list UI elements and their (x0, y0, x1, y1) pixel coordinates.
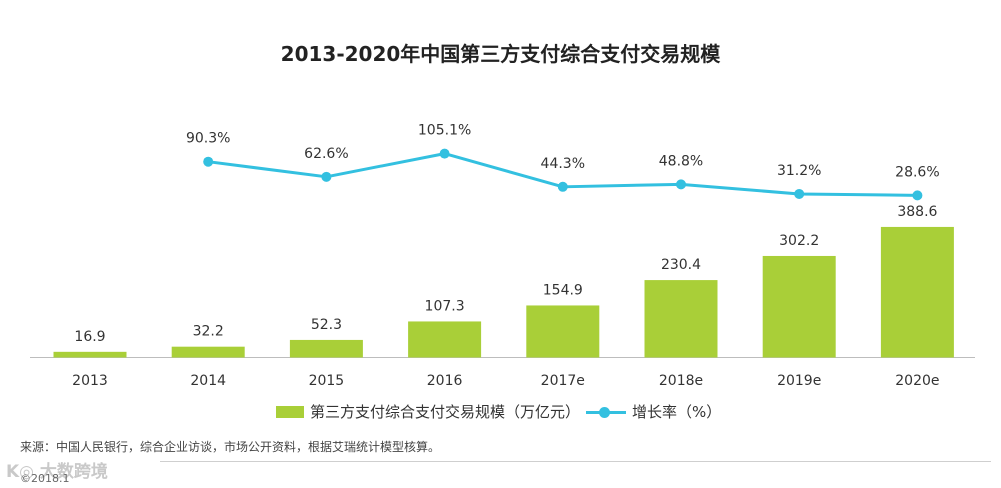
growth-label-2017e: 44.3% (541, 156, 585, 172)
growth-label-2018e: 48.8% (659, 153, 703, 169)
bar-2015 (289, 339, 363, 358)
x-tick-2017e: 2017e (541, 373, 585, 389)
legend-line-swatch (586, 406, 626, 418)
bar-2017e (526, 305, 600, 358)
growth-label-2015: 62.6% (304, 146, 348, 162)
watermark-logo: K◎ 大数跨境 (6, 462, 108, 482)
bar-2019e (762, 255, 836, 358)
bar-2018e (644, 280, 718, 358)
growth-point-2018e (676, 179, 686, 190)
bar-2020e (880, 226, 954, 358)
growth-point-2015 (321, 171, 332, 182)
bar-label-2014: 32.2 (193, 324, 224, 340)
legend-item-bar: 第三方支付综合支付交易规模（万亿元） (276, 401, 580, 422)
growth-point-2016 (439, 148, 450, 159)
bar-label-2016: 107.3 (425, 298, 465, 314)
bar-2014 (171, 346, 245, 358)
x-tick-2020e: 2020e (895, 373, 939, 389)
x-tick-2013: 2013 (72, 373, 108, 389)
growth-point-2017e (557, 181, 568, 192)
bar-label-2017e: 154.9 (543, 282, 583, 298)
growth-label-2016: 105.1% (418, 123, 471, 139)
x-tick-2019e: 2019e (777, 373, 821, 389)
copyright-text: ©2018.1 (20, 472, 70, 485)
x-tick-2018e: 2018e (659, 373, 703, 389)
bar-2016 (408, 321, 482, 358)
legend-bar-label: 第三方支付综合支付交易规模（万亿元） (310, 403, 581, 421)
legend-item-line: 增长率（%） (586, 401, 721, 422)
legend-bar-swatch (276, 405, 304, 418)
bar-label-2015: 52.3 (311, 317, 342, 333)
growth-point-2014 (203, 156, 214, 167)
bar-label-2020e: 388.6 (897, 204, 937, 220)
chart-title: 2013-2020年中国第三方支付综合支付交易规模 (280, 42, 721, 66)
x-tick-2014: 2014 (190, 373, 226, 389)
growth-label-2019e: 31.2% (777, 163, 821, 179)
source-note: 来源：中国人民银行，综合企业访谈，市场公开资料，根据艾瑞统计模型核算。 (20, 440, 441, 454)
bar-label-2013: 16.9 (74, 329, 105, 345)
growth-label-2014: 90.3% (186, 131, 230, 147)
growth-label-2020e: 28.6% (895, 164, 939, 180)
footer-divider (160, 461, 991, 462)
x-tick-2015: 2015 (309, 373, 345, 389)
bar-label-2019e: 302.2 (779, 233, 819, 249)
growth-point-2020e (912, 190, 923, 201)
legend-line-label: 增长率（%） (632, 403, 722, 421)
bar-label-2018e: 230.4 (661, 257, 701, 273)
bar-2013 (53, 351, 127, 358)
x-tick-2016: 2016 (427, 373, 463, 389)
growth-point-2019e (794, 188, 805, 199)
